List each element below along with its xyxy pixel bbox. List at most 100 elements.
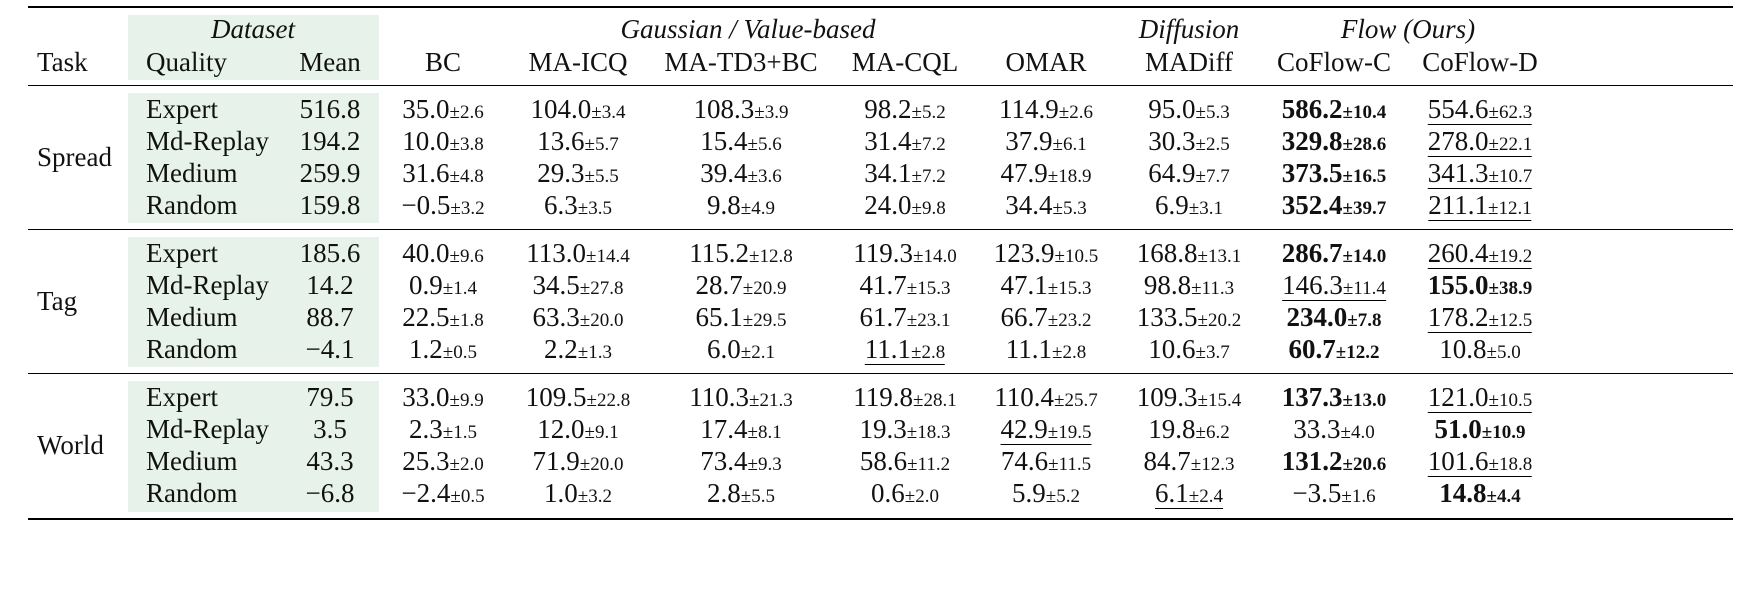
score-mean: 28.7 bbox=[695, 270, 743, 300]
score-cell: 95.0±5.3 bbox=[1148, 91, 1229, 131]
score-mean: 115.2 bbox=[689, 238, 750, 268]
col-maicq: MA-ICQ bbox=[528, 47, 628, 77]
mean-cell: 14.2 bbox=[306, 270, 354, 300]
score-value-group: 40.0±9.6 bbox=[402, 238, 483, 268]
score-mean: 352.4 bbox=[1281, 190, 1343, 220]
score-value-group: 211.1±12.1 bbox=[1428, 190, 1532, 221]
score-std: ±5.2 bbox=[1045, 486, 1080, 507]
score-value-group: 2.8±5.5 bbox=[707, 478, 775, 508]
score-mean: 41.7 bbox=[859, 270, 907, 300]
score-cell: 10.8±5.0 bbox=[1439, 331, 1520, 371]
score-std: ±10.5 bbox=[1488, 390, 1533, 411]
score-std: ±20.9 bbox=[742, 278, 787, 299]
score-std: ±7.8 bbox=[1347, 310, 1382, 331]
score-mean: 554.6 bbox=[1427, 94, 1489, 124]
score-cell: 101.6±18.8 bbox=[1427, 443, 1533, 483]
score-mean: 121.0 bbox=[1427, 382, 1489, 412]
score-std: ±18.8 bbox=[1488, 454, 1533, 475]
score-value-group: 104.0±3.4 bbox=[531, 94, 626, 124]
score-mean: 9.8 bbox=[707, 190, 741, 220]
score-mean: 6.1 bbox=[1155, 478, 1189, 508]
score-cell: 329.8±28.6 bbox=[1282, 123, 1386, 163]
score-value-group: 17.4±8.1 bbox=[700, 414, 781, 444]
score-mean: 34.1 bbox=[864, 158, 912, 188]
score-cell: 47.9±18.9 bbox=[1001, 155, 1092, 195]
score-std: ±18.3 bbox=[906, 422, 951, 443]
score-mean: 104.0 bbox=[530, 94, 592, 124]
score-cell: 6.0±2.1 bbox=[707, 331, 775, 371]
score-std: ±1.3 bbox=[577, 342, 612, 363]
task-label: World bbox=[37, 430, 104, 460]
score-mean: 47.1 bbox=[1000, 270, 1048, 300]
score-cell: 110.4±25.7 bbox=[994, 379, 1097, 419]
quality-cell: Expert bbox=[146, 94, 218, 124]
score-std: ±5.5 bbox=[584, 166, 619, 187]
score-std: ±2.8 bbox=[1052, 342, 1087, 363]
score-std: ±9.6 bbox=[449, 246, 484, 267]
score-std: ±3.2 bbox=[577, 486, 612, 507]
score-std: ±9.3 bbox=[747, 454, 782, 475]
score-mean: −3.5 bbox=[1292, 478, 1342, 508]
score-cell: 11.1±2.8 bbox=[1006, 331, 1086, 371]
score-cell: 146.3±11.4 bbox=[1282, 267, 1386, 307]
score-value-group: 71.9±20.0 bbox=[533, 446, 624, 476]
score-value-group: 10.8±5.0 bbox=[1439, 334, 1520, 364]
mean-cell: −6.8 bbox=[305, 478, 355, 508]
score-std: ±2.4 bbox=[1188, 486, 1223, 507]
col-bc: BC bbox=[424, 47, 462, 77]
score-mean: 24.0 bbox=[864, 190, 912, 220]
mean-cell: 3.5 bbox=[313, 414, 347, 444]
score-mean: 234.0 bbox=[1286, 302, 1348, 332]
score-value-group: 6.1±2.4 bbox=[1155, 478, 1223, 509]
score-std: ±20.0 bbox=[579, 310, 624, 331]
score-std: ±5.7 bbox=[584, 134, 619, 155]
score-cell: 131.2±20.6 bbox=[1282, 443, 1386, 483]
score-mean: 109.5 bbox=[525, 382, 587, 412]
score-cell: 14.8±4.4 bbox=[1439, 475, 1520, 515]
score-mean: 13.6 bbox=[537, 126, 585, 156]
score-cell: 13.6±5.7 bbox=[537, 123, 618, 163]
score-cell: 373.5±16.5 bbox=[1282, 155, 1386, 195]
task-label: Spread bbox=[37, 142, 112, 172]
score-value-group: 234.0±7.8 bbox=[1287, 302, 1382, 332]
score-mean: 64.9 bbox=[1148, 158, 1196, 188]
score-mean: 19.8 bbox=[1148, 414, 1196, 444]
col-matd3bc: MA-TD3+BC bbox=[664, 47, 818, 77]
score-mean: 178.2 bbox=[1427, 302, 1489, 332]
score-mean: 73.4 bbox=[700, 446, 748, 476]
score-mean: 34.4 bbox=[1005, 190, 1053, 220]
score-mean: 108.3 bbox=[693, 94, 755, 124]
mean-cell: 185.6 bbox=[299, 238, 361, 268]
score-value-group: 137.3±13.0 bbox=[1282, 382, 1386, 412]
score-cell: 286.7±14.0 bbox=[1282, 235, 1386, 275]
bottom-rule bbox=[28, 518, 1733, 520]
score-value-group: 586.2±10.4 bbox=[1282, 94, 1386, 124]
score-mean: 17.4 bbox=[700, 414, 748, 444]
score-value-group: 63.3±20.0 bbox=[533, 302, 624, 332]
score-cell: 65.1±29.5 bbox=[696, 299, 787, 339]
score-mean: 2.8 bbox=[707, 478, 741, 508]
score-value-group: 28.7±20.9 bbox=[696, 270, 787, 300]
score-mean: 95.0 bbox=[1148, 94, 1196, 124]
group-gaussian: Gaussian / Value-based bbox=[620, 14, 876, 44]
score-mean: −2.4 bbox=[401, 478, 451, 508]
score-std: ±6.1 bbox=[1052, 134, 1087, 155]
score-value-group: 6.9±3.1 bbox=[1155, 190, 1223, 220]
score-std: ±3.7 bbox=[1195, 342, 1230, 363]
score-value-group: 37.9±6.1 bbox=[1005, 126, 1086, 156]
score-value-group: 65.1±29.5 bbox=[696, 302, 787, 332]
score-std: ±62.3 bbox=[1488, 102, 1533, 123]
score-mean: 373.5 bbox=[1281, 158, 1343, 188]
score-std: ±3.5 bbox=[577, 198, 612, 219]
score-mean: 34.5 bbox=[532, 270, 580, 300]
score-std: ±11.5 bbox=[1048, 454, 1092, 475]
score-mean: 0.6 bbox=[871, 478, 905, 508]
score-value-group: 41.7±15.3 bbox=[860, 270, 951, 300]
score-std: ±14.4 bbox=[586, 246, 630, 267]
score-value-group: −0.5±3.2 bbox=[401, 190, 484, 220]
score-cell: 19.8±6.2 bbox=[1148, 411, 1229, 451]
score-cell: 25.3±2.0 bbox=[402, 443, 483, 483]
score-mean: 11.1 bbox=[1005, 334, 1053, 364]
col-coflowd: CoFlow-D bbox=[1422, 47, 1538, 77]
score-std: ±5.6 bbox=[747, 134, 782, 155]
